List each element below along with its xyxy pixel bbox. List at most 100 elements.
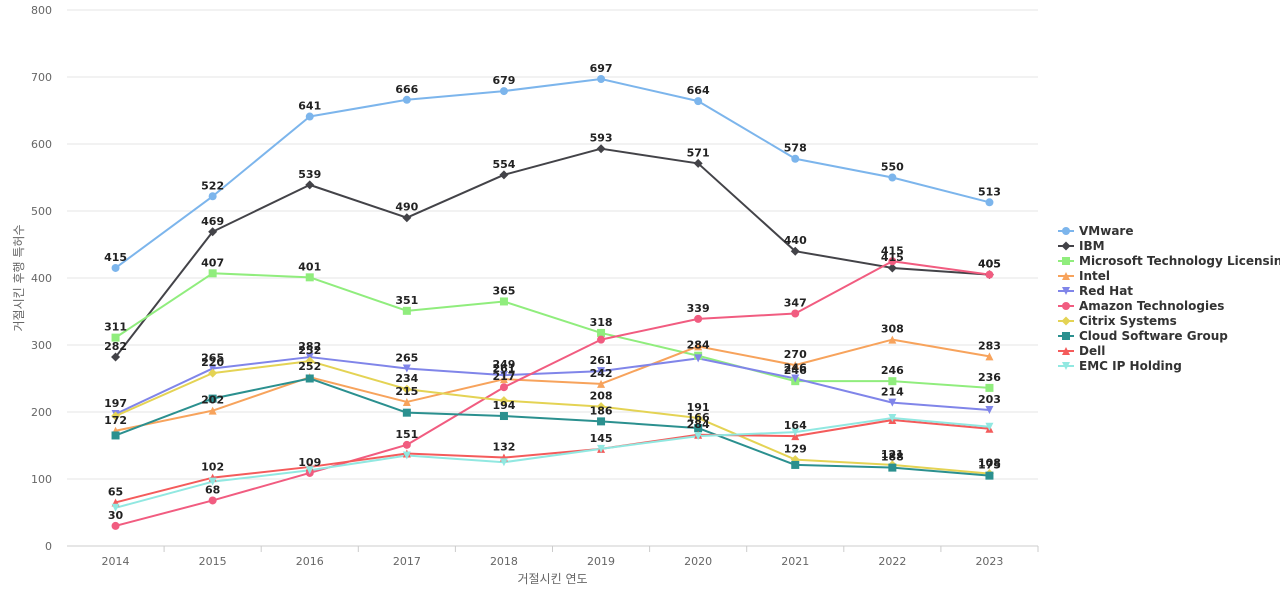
x-tick-label: 2023 [975, 555, 1003, 568]
data-label: 347 [784, 297, 807, 310]
data-point [597, 417, 606, 426]
data-label: 308 [881, 323, 904, 336]
series-line [114, 147, 991, 359]
data-labels: 415 522 641 666 679 697 664 578 550 513 282 469 539 4… [104, 62, 1001, 522]
data-point [402, 384, 412, 394]
data-point [597, 367, 606, 376]
data-point [305, 466, 314, 475]
y-tick-label: 700 [31, 71, 52, 84]
data-label: 203 [978, 393, 1001, 406]
y-tick-label: 500 [31, 205, 52, 218]
legend-label: EMC IP Holding [1079, 359, 1182, 373]
data-point [985, 352, 994, 361]
data-point [888, 463, 897, 472]
legend-marker [1062, 272, 1070, 280]
data-point [111, 333, 120, 342]
data-point [499, 383, 508, 392]
data-point [208, 368, 218, 378]
data-point [499, 371, 508, 380]
data-point [499, 87, 508, 96]
data-label: 513 [978, 185, 1001, 198]
legend-marker [1062, 347, 1070, 355]
data-label: 249 [492, 358, 515, 371]
data-point [208, 406, 217, 415]
legend-marker [1061, 316, 1071, 326]
data-point [985, 270, 994, 279]
data-point [208, 269, 217, 278]
data-point [597, 335, 606, 344]
legend-marker [1062, 227, 1070, 235]
data-point [208, 496, 217, 505]
data-label: 234 [395, 372, 418, 385]
data-label: 215 [395, 385, 418, 398]
data-label: 679 [492, 74, 515, 87]
x-tick-label: 2015 [199, 555, 227, 568]
data-point [208, 227, 218, 237]
legend-item[interactable]: Amazon Technologies [1058, 299, 1224, 313]
data-point [597, 379, 606, 388]
data-label: 242 [590, 367, 613, 380]
data-label: 554 [492, 158, 515, 171]
data-point [499, 412, 508, 421]
data-point [596, 402, 606, 412]
y-tick-label: 400 [31, 272, 52, 285]
series-line [114, 417, 991, 509]
legend-item[interactable]: Intel [1058, 269, 1110, 283]
y-tick-label: 100 [31, 473, 52, 486]
data-label: 214 [881, 386, 904, 399]
data-point [499, 297, 508, 306]
data-point [985, 405, 994, 414]
legend-item[interactable]: EMC IP Holding [1058, 359, 1182, 373]
data-label: 246 [784, 362, 807, 375]
legend-item[interactable]: VMware [1058, 224, 1133, 238]
data-label: 217 [492, 370, 515, 383]
x-tick-label: 2014 [102, 555, 130, 568]
x-tick-label: 2016 [296, 555, 324, 568]
x-tick-label: 2021 [781, 555, 809, 568]
series-markers [111, 75, 994, 530]
data-point [694, 432, 703, 441]
data-label: 270 [784, 348, 807, 361]
data-label: 664 [687, 84, 710, 97]
y-tick-label: 200 [31, 406, 52, 419]
legend-item[interactable]: Red Hat [1058, 284, 1133, 298]
data-label: 252 [298, 344, 321, 357]
data-point [694, 354, 703, 363]
legend-marker [1062, 257, 1070, 265]
data-point [499, 170, 509, 180]
data-label: 641 [298, 100, 321, 113]
legend-item[interactable]: IBM [1058, 239, 1105, 253]
data-label: 365 [492, 284, 515, 297]
data-point [791, 460, 800, 469]
data-point [791, 154, 800, 163]
x-axis-title: 거절시킨 연도 [517, 572, 587, 586]
data-point [693, 158, 703, 168]
data-label: 220 [201, 356, 224, 369]
data-label: 188 [881, 451, 904, 464]
legend-item[interactable]: Microsoft Technology Licensing [1058, 254, 1280, 268]
y-tick-label: 600 [31, 138, 52, 151]
x-tick-label: 2018 [490, 555, 518, 568]
data-point [305, 273, 314, 282]
legend-item[interactable]: Dell [1058, 344, 1105, 358]
legend-item[interactable]: Citrix Systems [1058, 314, 1177, 328]
data-label: 261 [590, 354, 613, 367]
legend-label: Citrix Systems [1079, 314, 1177, 328]
data-label: 109 [298, 456, 321, 469]
data-point [111, 352, 121, 362]
data-point [985, 383, 994, 392]
data-label: 405 [978, 258, 1001, 271]
legend-item[interactable]: Cloud Software Group [1058, 329, 1228, 343]
data-label: 145 [590, 432, 613, 445]
data-point [402, 397, 411, 406]
data-point [694, 97, 703, 106]
data-label: 246 [881, 364, 904, 377]
data-point [208, 394, 217, 403]
data-point [888, 398, 897, 407]
data-point [499, 396, 509, 406]
data-label: 282 [104, 340, 127, 353]
legend-label: Red Hat [1079, 284, 1133, 298]
